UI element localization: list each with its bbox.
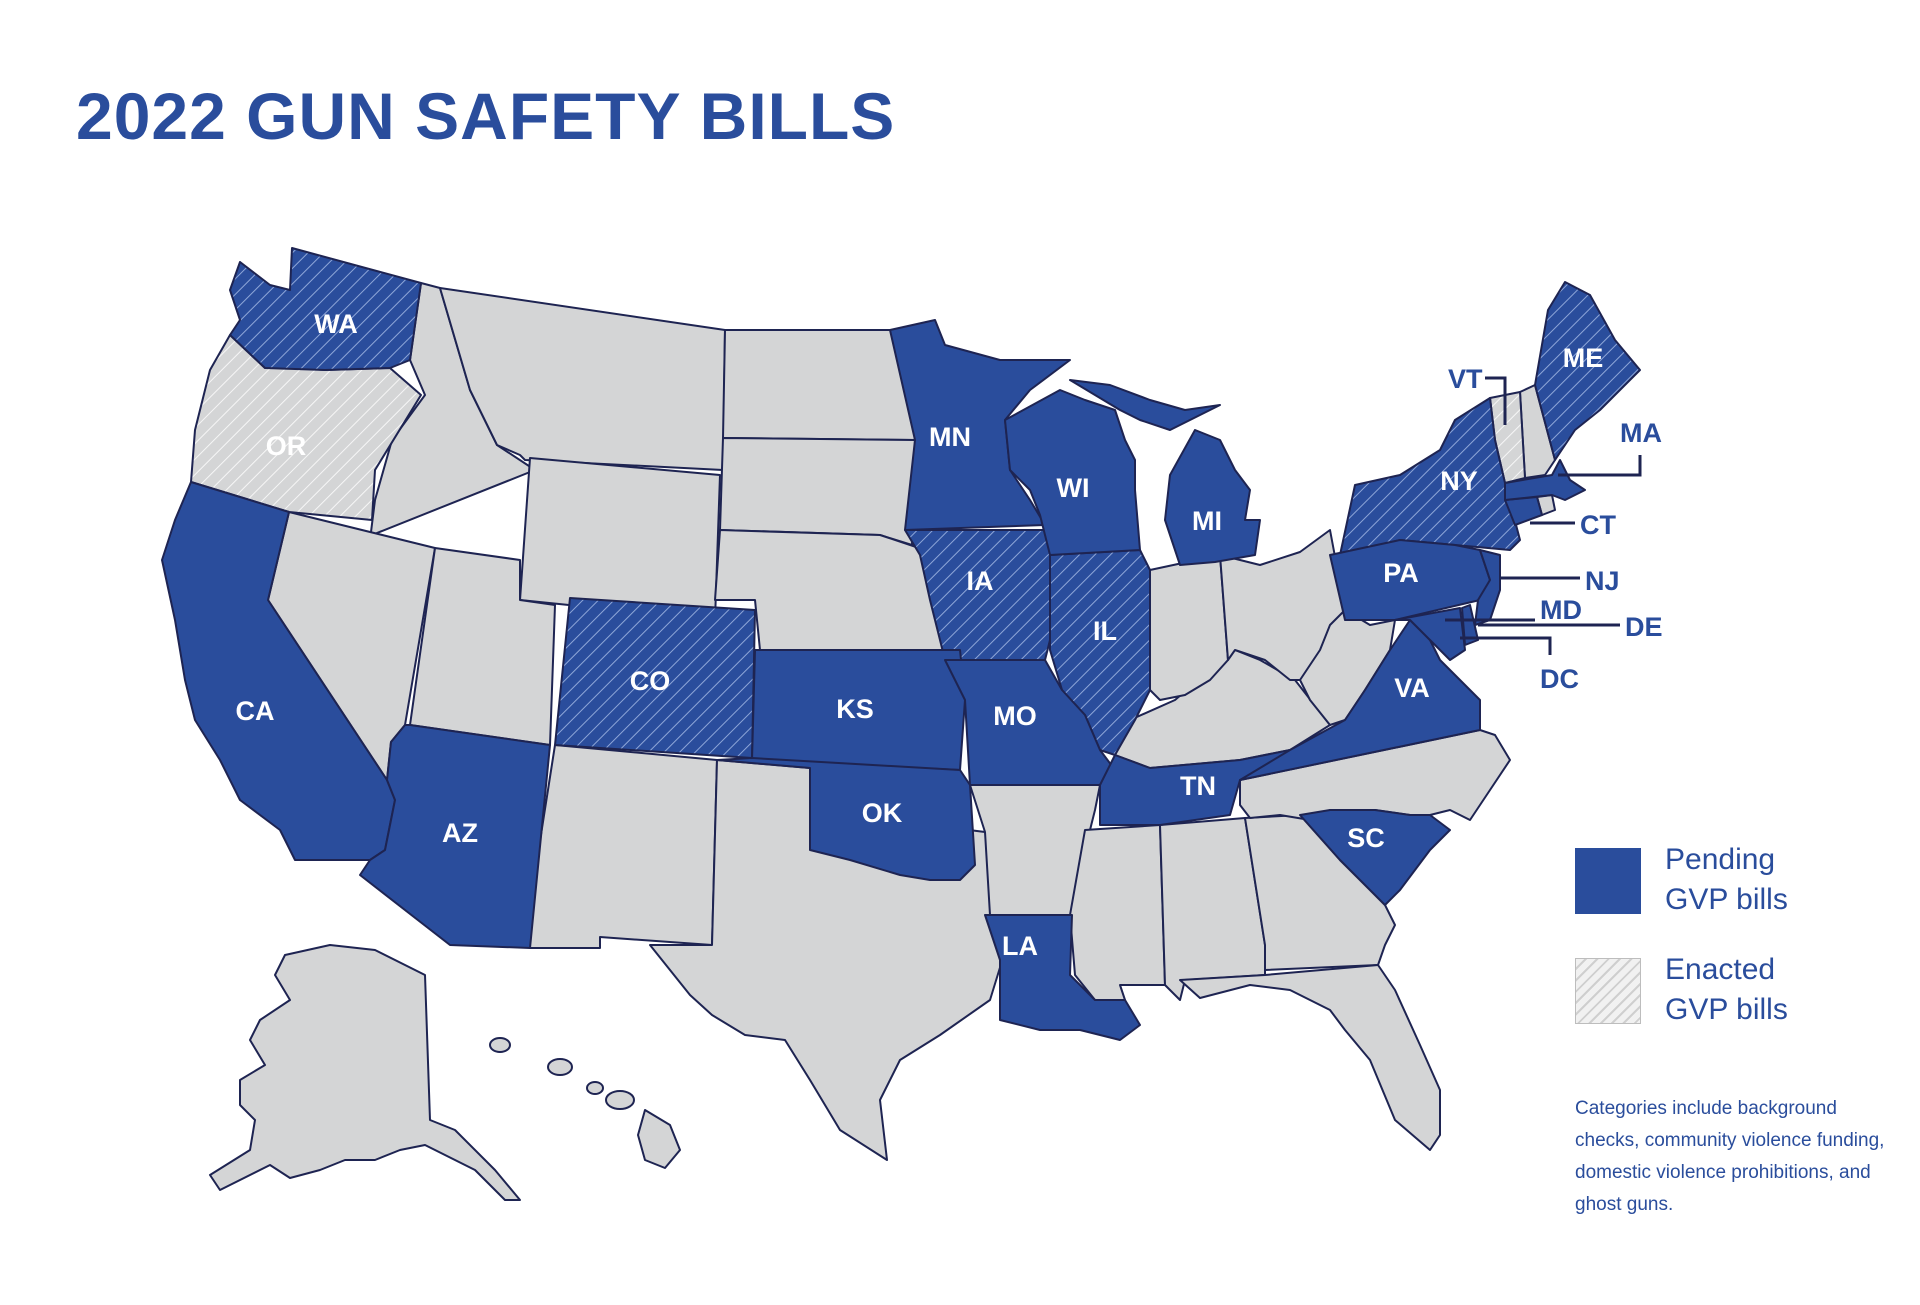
- state-ks: [751, 649, 966, 771]
- state-hi: [489, 1037, 681, 1169]
- legend-pending-line1: Pending: [1665, 843, 1776, 876]
- state-ms: [1069, 824, 1166, 1001]
- callouts: VT MA CT NJ MD DE DC: [1445, 364, 1663, 694]
- state-nm: [524, 744, 718, 949]
- state-la: [984, 914, 1141, 1041]
- legend-item-pending: Pending GVP bills: [1575, 843, 1895, 928]
- label-or: OR: [266, 431, 307, 461]
- legend: Pending GVP bills Enacted GVP bills: [1575, 843, 1895, 1068]
- state-mi: [1164, 429, 1261, 566]
- state-az: [359, 724, 551, 949]
- label-co: CO: [630, 666, 671, 696]
- legend-enacted-line2: GVP bills: [1665, 993, 1788, 1026]
- label-ia: IA: [967, 566, 994, 596]
- legend-pending-line2: GVP bills: [1665, 883, 1788, 916]
- label-pa: PA: [1383, 558, 1419, 588]
- label-mn: MN: [929, 422, 971, 452]
- legend-enacted-line1: Enacted: [1665, 953, 1776, 986]
- state-nj: [1474, 549, 1501, 626]
- label-de: DE: [1625, 612, 1663, 642]
- state-wy: [519, 457, 721, 621]
- label-az: AZ: [442, 818, 478, 848]
- state-ok: [716, 757, 976, 881]
- label-sc: SC: [1347, 823, 1385, 853]
- label-va: VA: [1394, 673, 1430, 703]
- label-mi: MI: [1192, 506, 1222, 536]
- state-ny: [1339, 397, 1521, 556]
- state-sc: [1299, 809, 1451, 906]
- state-nd: [722, 329, 916, 441]
- state-de: [1461, 604, 1479, 646]
- legend-label-pending: Pending GVP bills: [1665, 840, 1895, 920]
- state-mi-up: [1069, 379, 1221, 431]
- label-me: ME: [1563, 343, 1604, 373]
- label-la: LA: [1002, 931, 1038, 961]
- legend-label-enacted: Enacted GVP bills: [1665, 950, 1895, 1030]
- map-title: 2022 GUN SAFETY BILLS: [76, 79, 896, 153]
- state-ma: [1504, 459, 1586, 501]
- label-ct: CT: [1580, 510, 1616, 540]
- label-ok: OK: [862, 798, 903, 828]
- state-me: [1534, 281, 1641, 461]
- label-tn: TN: [1180, 771, 1216, 801]
- state-wa: [229, 247, 422, 371]
- label-il: IL: [1093, 616, 1117, 646]
- state-mo: [944, 659, 1116, 786]
- label-vt: VT: [1448, 364, 1483, 394]
- state-fl: [1179, 964, 1441, 1151]
- label-ks: KS: [836, 694, 874, 724]
- enacted-swatch: [1575, 958, 1641, 1024]
- state-ak: [209, 944, 521, 1201]
- state-sd: [719, 437, 916, 546]
- state-wi: [1004, 389, 1141, 556]
- pending-swatch: [1575, 848, 1641, 914]
- legend-item-enacted: Enacted GVP bills: [1575, 953, 1895, 1038]
- label-ca: CA: [236, 696, 275, 726]
- label-wi: WI: [1057, 473, 1090, 503]
- label-mo: MO: [993, 701, 1037, 731]
- state-va: [1239, 619, 1481, 781]
- categories-note: Categories include background checks, co…: [1575, 1098, 1885, 1215]
- state-ca: [161, 481, 396, 861]
- label-nj: NJ: [1585, 566, 1620, 596]
- label-md: MD: [1540, 595, 1582, 625]
- label-ny: NY: [1440, 466, 1478, 496]
- label-ma: MA: [1620, 418, 1662, 448]
- label-dc: DC: [1540, 664, 1579, 694]
- label-wa: WA: [314, 309, 358, 339]
